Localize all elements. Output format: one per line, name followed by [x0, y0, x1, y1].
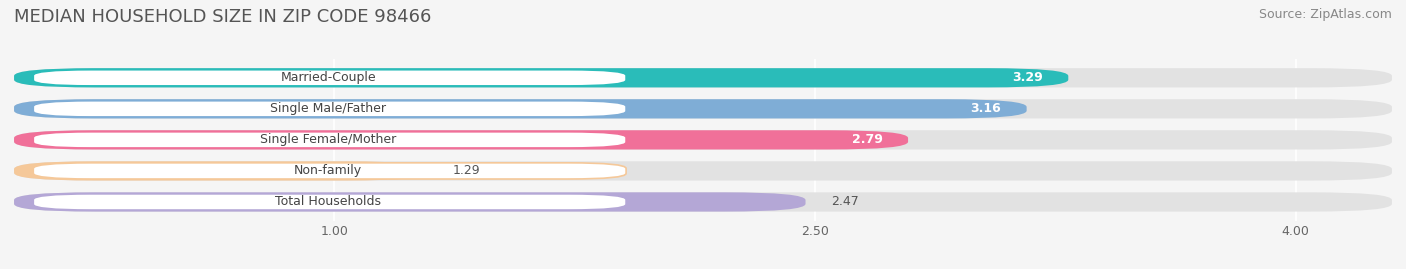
- Text: Married-Couple: Married-Couple: [280, 71, 375, 84]
- Text: Total Households: Total Households: [276, 196, 381, 208]
- Text: 3.29: 3.29: [1012, 71, 1043, 84]
- FancyBboxPatch shape: [14, 192, 1392, 212]
- FancyBboxPatch shape: [34, 101, 626, 117]
- Text: 3.16: 3.16: [970, 102, 1001, 115]
- FancyBboxPatch shape: [14, 161, 427, 180]
- Text: 2.79: 2.79: [852, 133, 883, 146]
- FancyBboxPatch shape: [14, 68, 1392, 87]
- Text: Source: ZipAtlas.com: Source: ZipAtlas.com: [1258, 8, 1392, 21]
- FancyBboxPatch shape: [14, 130, 1392, 150]
- Text: Single Female/Mother: Single Female/Mother: [260, 133, 396, 146]
- FancyBboxPatch shape: [34, 70, 626, 86]
- Text: 1.29: 1.29: [453, 164, 481, 178]
- FancyBboxPatch shape: [34, 194, 626, 210]
- Text: 2.47: 2.47: [831, 196, 859, 208]
- Text: Non-family: Non-family: [294, 164, 363, 178]
- Text: Single Male/Father: Single Male/Father: [270, 102, 387, 115]
- FancyBboxPatch shape: [34, 163, 626, 179]
- FancyBboxPatch shape: [14, 161, 1392, 180]
- Text: MEDIAN HOUSEHOLD SIZE IN ZIP CODE 98466: MEDIAN HOUSEHOLD SIZE IN ZIP CODE 98466: [14, 8, 432, 26]
- FancyBboxPatch shape: [14, 99, 1026, 118]
- FancyBboxPatch shape: [14, 99, 1392, 118]
- FancyBboxPatch shape: [14, 192, 806, 212]
- FancyBboxPatch shape: [34, 132, 626, 148]
- FancyBboxPatch shape: [14, 68, 1069, 87]
- FancyBboxPatch shape: [14, 130, 908, 150]
